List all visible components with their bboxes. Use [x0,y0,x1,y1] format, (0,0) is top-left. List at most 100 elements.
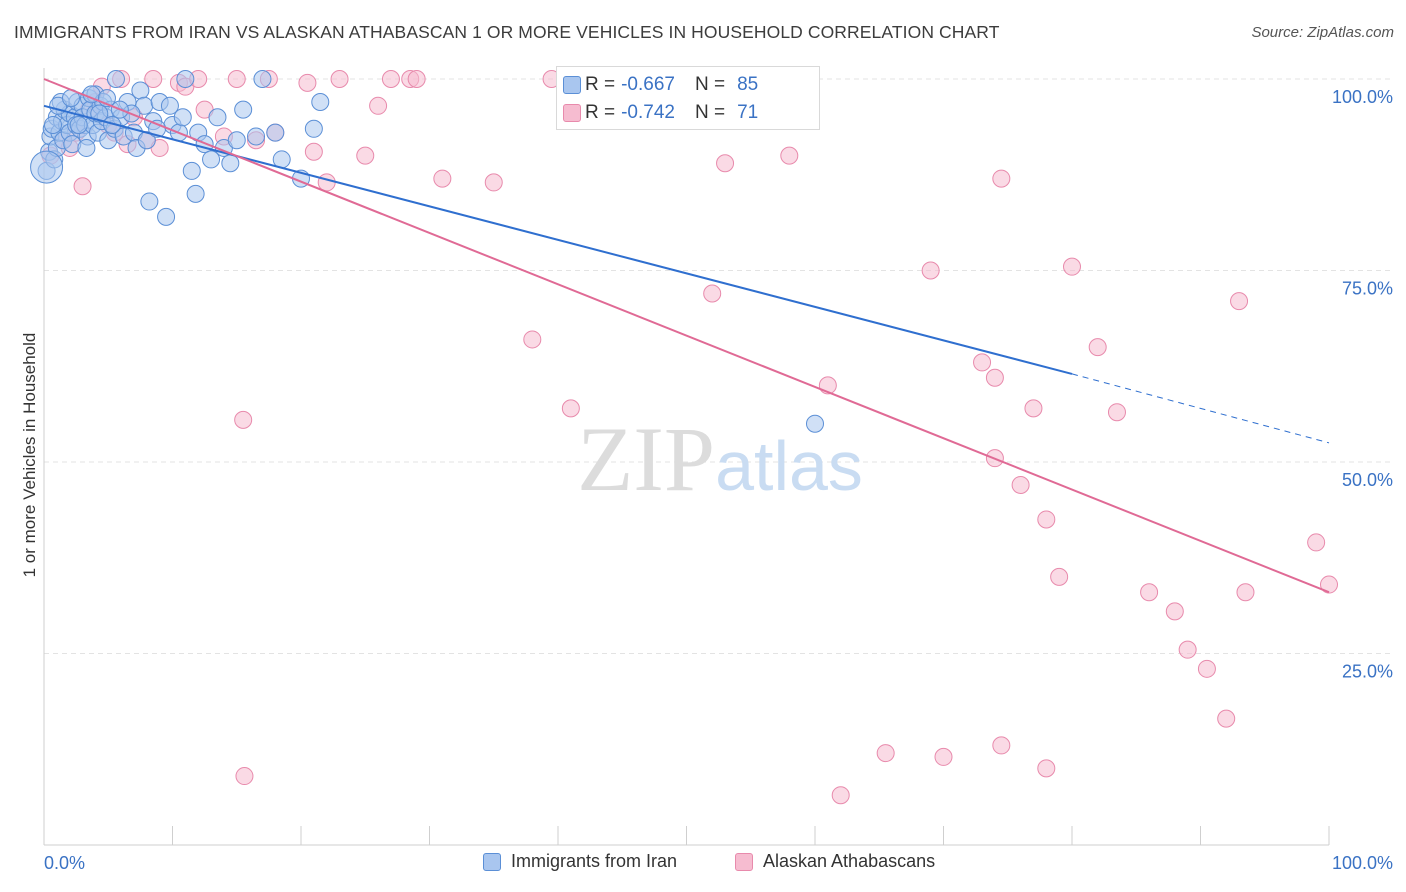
athabascan-point-51 [1063,257,1081,276]
legend-item-iran[interactable]: Immigrants from Iran [483,851,677,872]
stats-legend: R = -0.667 N = 85 R = -0.742 N = 71 [556,66,820,130]
iran-point-48 [157,207,176,226]
athabascan-n-label: N = [694,102,726,123]
athabascan-point-50 [1050,567,1069,586]
iran-point-52 [176,70,195,88]
athabascan-point-25 [304,142,323,161]
athabascan-point-58 [1217,709,1236,728]
athabascan-point-34 [484,173,503,192]
athabascan-n-value: 71 [737,102,759,123]
athabascan-point-26 [317,173,336,192]
iran-point-58 [208,108,227,127]
athabascan-point-4 [73,177,92,196]
x-tick-label-min: 0.0% [44,853,85,873]
x-tick-label-max: 100.0% [1332,853,1393,873]
athabascan-point-66 [876,744,895,763]
athabascan-point-64 [235,767,254,786]
iran-point-63 [247,127,266,146]
iran-point-64 [253,70,272,88]
legend-item-athabascan[interactable]: Alaskan Athabascans [735,851,935,872]
athabascan-point-38 [703,284,722,303]
athabascan-point-43 [973,353,992,372]
athabascan-point-61 [1307,533,1326,552]
watermark: ZIPatlas [577,408,863,510]
athabascan-r-label: R = [585,102,616,123]
athabascan-point-30 [381,70,400,88]
athabascan-point-48 [1024,399,1043,418]
iran-point-70 [806,414,824,433]
athabascan-point-65 [831,786,850,805]
athabascan-point-69 [1037,759,1056,778]
athabascan-point-54 [1140,583,1159,602]
athabascan-point-20 [227,70,246,88]
iran-point-54 [186,184,205,203]
athabascan-point-68 [992,736,1011,755]
athabascan-swatch [563,104,581,122]
iran-point-83 [148,119,167,138]
axes [43,68,1330,846]
athabascan-point-44 [985,368,1004,387]
athabascan-point-27 [330,70,349,88]
athabascan-point-60 [1236,583,1255,602]
athabascan-point-24 [298,73,317,92]
legend-swatch-iran [483,852,501,871]
iran-trend-extension [1071,373,1330,444]
iran-point-73 [77,138,96,157]
legend-swatch-athabascan [735,852,753,871]
athabascan-point-57 [1197,659,1216,678]
iran-n-value: 85 [737,74,759,95]
tick-labels: 25.0% 50.0% 75.0% 100.0% 0.0% 100.0% [44,87,1393,873]
athabascan-trend-line [43,78,1330,594]
athabascan-point-59 [1230,292,1249,311]
iran-point-74 [90,104,109,123]
iran-point-42 [131,81,150,100]
athabascan-point-40 [780,146,799,165]
athabascan-point-33 [433,169,452,188]
bottom-legend: Immigrants from Iran Alaskan Athabascans [0,851,1406,879]
athabascan-point-67 [934,747,953,766]
athabascan-point-52 [1088,338,1107,357]
athabascan-point-53 [1107,403,1126,422]
iran-r-label: R = [585,74,616,95]
legend-label-athabascan: Alaskan Athabascans [763,851,936,871]
iran-n-label: N = [694,74,726,95]
athabascan-point-42 [921,261,940,280]
iran-r-value: -0.667 [621,74,675,95]
iran-point-65 [266,123,285,142]
iran-point-72 [69,115,88,134]
iran-point-53 [182,161,201,180]
legend-label-iran: Immigrants from Iran [511,851,678,871]
athabascan-point-55 [1165,602,1184,621]
iran-point-57 [202,150,221,169]
stats-row-athabascan: R = -0.742 N = 71 [563,100,759,126]
y-tick-label-75: 75.0% [1342,279,1393,299]
athabascan-point-32 [407,70,426,88]
iran-point-84 [173,108,192,127]
athabascan-point-47 [1011,475,1030,494]
trend-lines [43,78,1330,594]
y-tick-label-25: 25.0% [1342,662,1393,682]
athabascan-point-39 [716,154,735,173]
iran-point-61 [227,131,246,150]
athabascan-point-37 [561,399,580,418]
iran-point-cluster [30,150,64,184]
athabascan-point-35 [523,330,542,349]
iran-point-62 [234,100,253,119]
athabascan-point-29 [369,96,388,115]
athabascan-r-value: -0.742 [621,102,675,123]
iran-point-69 [311,92,330,111]
athabascan-point-45 [992,169,1011,188]
iran-point-36 [106,70,125,88]
athabascan-point-62 [1320,575,1338,594]
iran-swatch [563,76,581,94]
stats-row-iran: R = -0.667 N = 85 [563,72,759,98]
athabascan-point-63 [234,410,253,429]
iran-point-68 [304,119,323,138]
y-tick-label-100: 100.0% [1332,87,1393,107]
iran-point-60 [221,154,240,173]
chart-title: IMMIGRANTS FROM IRAN VS ALASKAN ATHABASC… [14,22,1000,42]
athabascan-point-28 [356,146,375,165]
athabascan-point-56 [1178,640,1197,659]
y-tick-label-50: 50.0% [1342,470,1393,490]
